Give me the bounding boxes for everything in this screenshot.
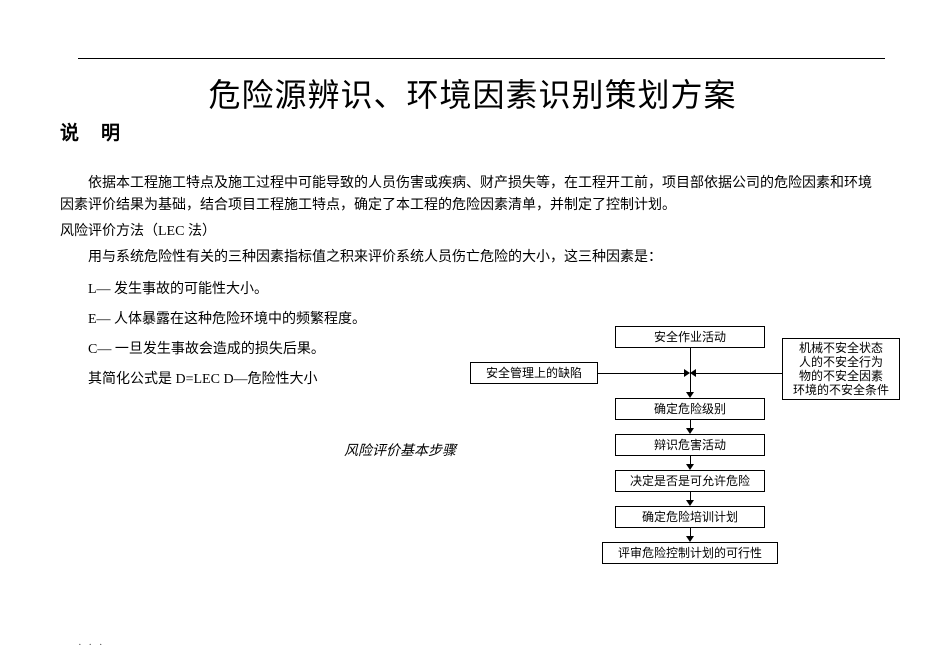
flow-arrow-n2-n3 bbox=[686, 428, 694, 434]
flow-node-n6: 评审危险控制计划的可行性 bbox=[602, 542, 778, 564]
flow-node-n3: 辩识危害活动 bbox=[615, 434, 765, 456]
flow-edge-n5-n6 bbox=[690, 528, 691, 536]
flow-edge-n4-n5 bbox=[690, 492, 691, 500]
footer-mark: · · · bbox=[78, 639, 105, 651]
flow-arrow-n1-n2 bbox=[686, 392, 694, 398]
flow-node-n2: 确定危险级别 bbox=[615, 398, 765, 420]
paragraph-intro: 依据本工程施工特点及施工过程中可能导致的人员伤害或疾病、财产损失等，在工程开工前… bbox=[60, 173, 885, 217]
flow-arrow-n3-n4 bbox=[686, 464, 694, 470]
doc-title: 危险源辨识、环境因素识别策划方案 bbox=[60, 70, 885, 116]
flow-arrow-n5-n6 bbox=[686, 536, 694, 542]
flow-arrow-right-center bbox=[690, 369, 696, 377]
flowchart: 安全作业活动安全管理上的缺陷 机械不安全状态 人的不安全行为 物的不安全因素 环境… bbox=[470, 326, 900, 646]
flow-node-left: 安全管理上的缺陷 bbox=[470, 362, 598, 384]
def-l: L— 发生事故的可能性大小。 bbox=[60, 275, 885, 305]
flow-edge-left-center bbox=[598, 373, 684, 374]
flow-edge-n3-n4 bbox=[690, 456, 691, 464]
page: 危险源辨识、环境因素识别策划方案 说明 依据本工程施工特点及施工过程中可能导致的… bbox=[0, 0, 945, 669]
doc-subtitle: 说明 bbox=[60, 118, 885, 145]
paragraph-method: 风险评价方法（LEC 法） bbox=[60, 221, 885, 243]
flow-node-n1: 安全作业活动 bbox=[615, 326, 765, 348]
flow-caption: 风险评价基本步骤 bbox=[344, 440, 456, 460]
top-rule bbox=[78, 58, 885, 59]
paragraph-factors: 用与系统危险性有关的三种因素指标值之积来评价系统人员伤亡危险的大小，这三种因素是… bbox=[60, 247, 885, 269]
flow-edge-right-center bbox=[696, 373, 782, 374]
flow-arrow-n4-n5 bbox=[686, 500, 694, 506]
flow-edge-n2-n3 bbox=[690, 420, 691, 428]
flow-node-right: 机械不安全状态 人的不安全行为 物的不安全因素 环境的不安全条件 bbox=[782, 338, 900, 400]
flow-node-n5: 确定危险培训计划 bbox=[615, 506, 765, 528]
flow-node-n4: 决定是否是可允许危险 bbox=[615, 470, 765, 492]
